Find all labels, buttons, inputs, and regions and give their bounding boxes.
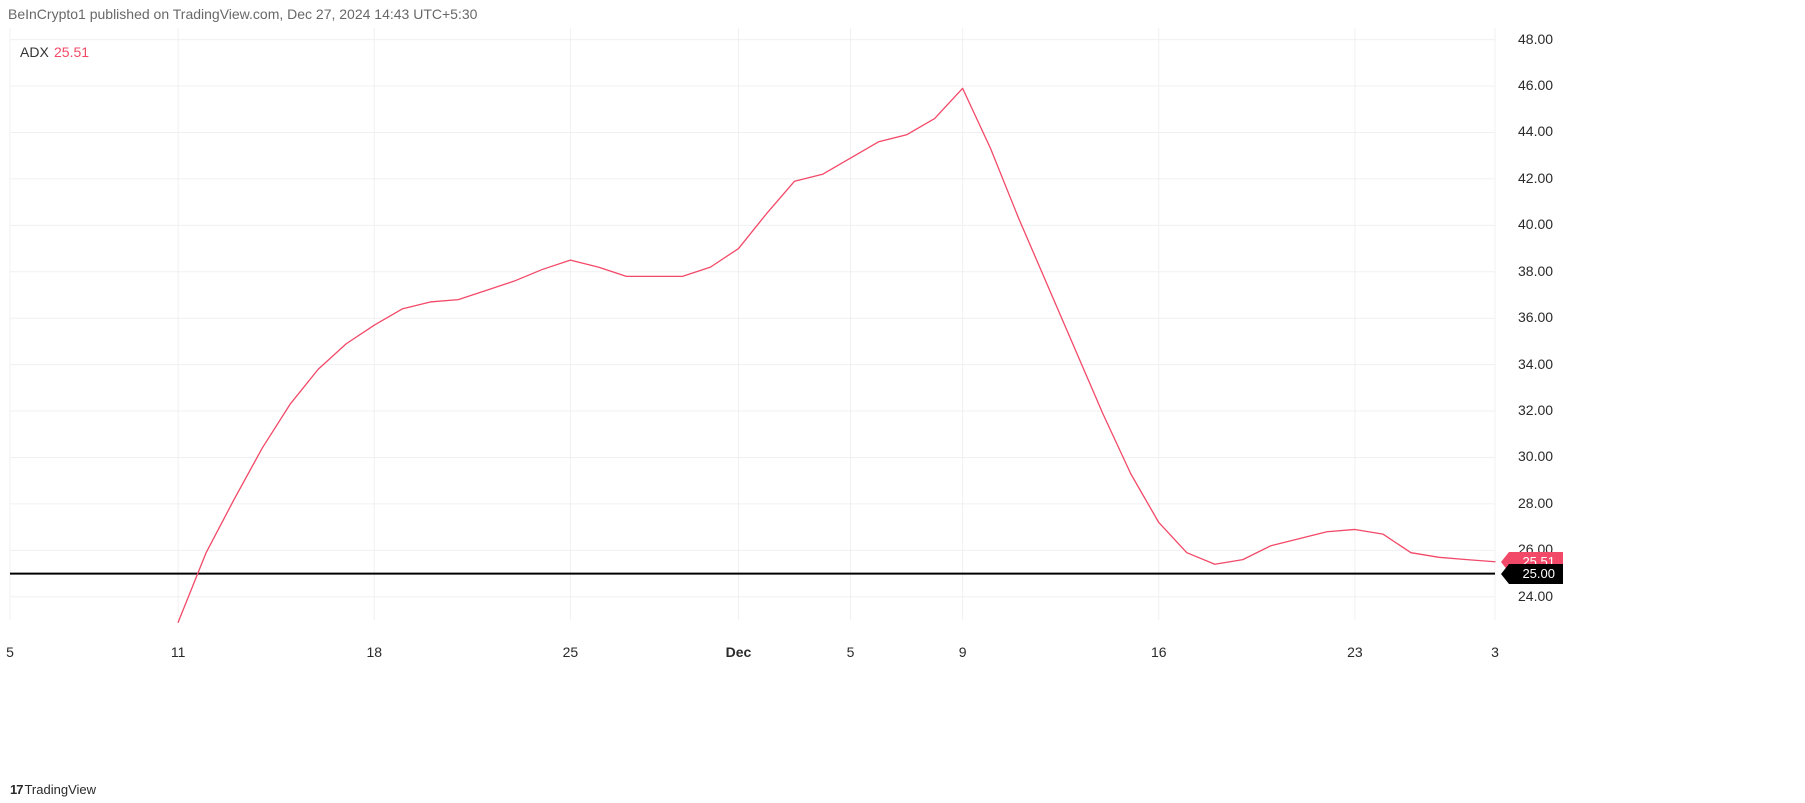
y-tick-label: 34.00	[1518, 356, 1553, 372]
y-tick-label: 40.00	[1518, 216, 1553, 232]
x-tick-label: 23	[1347, 644, 1363, 660]
x-tick-label: 16	[1151, 644, 1167, 660]
x-tick-label: 11	[171, 644, 186, 660]
y-tick-label: 36.00	[1518, 309, 1553, 325]
y-tick-label: 48.00	[1518, 31, 1553, 47]
tradingview-logo-icon: 17	[10, 782, 20, 797]
y-tick-label: 24.00	[1518, 588, 1553, 604]
price-tag: 25.00	[1509, 564, 1563, 584]
x-tick-label: 5	[6, 644, 14, 660]
x-tick-label: 5	[847, 644, 855, 660]
y-tick-label: 30.00	[1518, 448, 1553, 464]
x-tick-label: 25	[563, 644, 579, 660]
y-tick-label: 32.00	[1518, 402, 1553, 418]
tradingview-logo[interactable]: 17 TradingView	[10, 782, 96, 797]
x-tick-label: Dec	[726, 644, 752, 660]
y-tick-label: 38.00	[1518, 263, 1553, 279]
y-tick-label: 42.00	[1518, 170, 1553, 186]
x-tick-label: 3	[1491, 644, 1499, 660]
y-tick-label: 28.00	[1518, 495, 1553, 511]
x-tick-label: 18	[366, 644, 382, 660]
tradingview-logo-text: TradingView	[24, 782, 96, 797]
x-tick-label: 9	[959, 644, 967, 660]
y-tick-label: 46.00	[1518, 77, 1553, 93]
y-tick-label: 44.00	[1518, 123, 1553, 139]
